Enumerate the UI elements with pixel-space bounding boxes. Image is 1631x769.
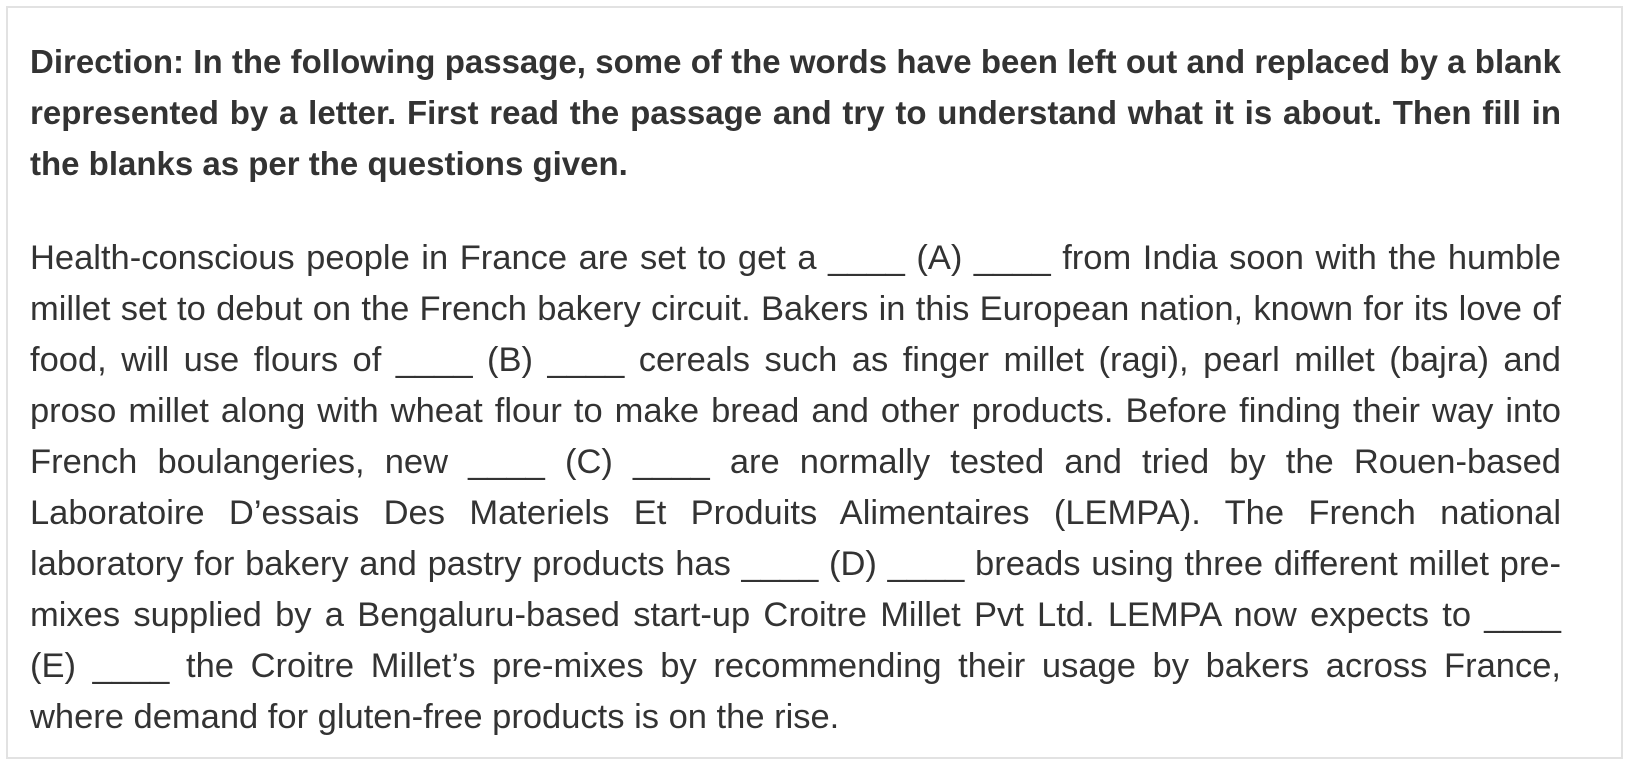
passage-card: Direction: In the following passage, som…	[6, 6, 1623, 759]
passage-text: Health-conscious people in France are se…	[30, 239, 1561, 736]
direction-text: Direction: In the following passage, som…	[30, 43, 1561, 182]
